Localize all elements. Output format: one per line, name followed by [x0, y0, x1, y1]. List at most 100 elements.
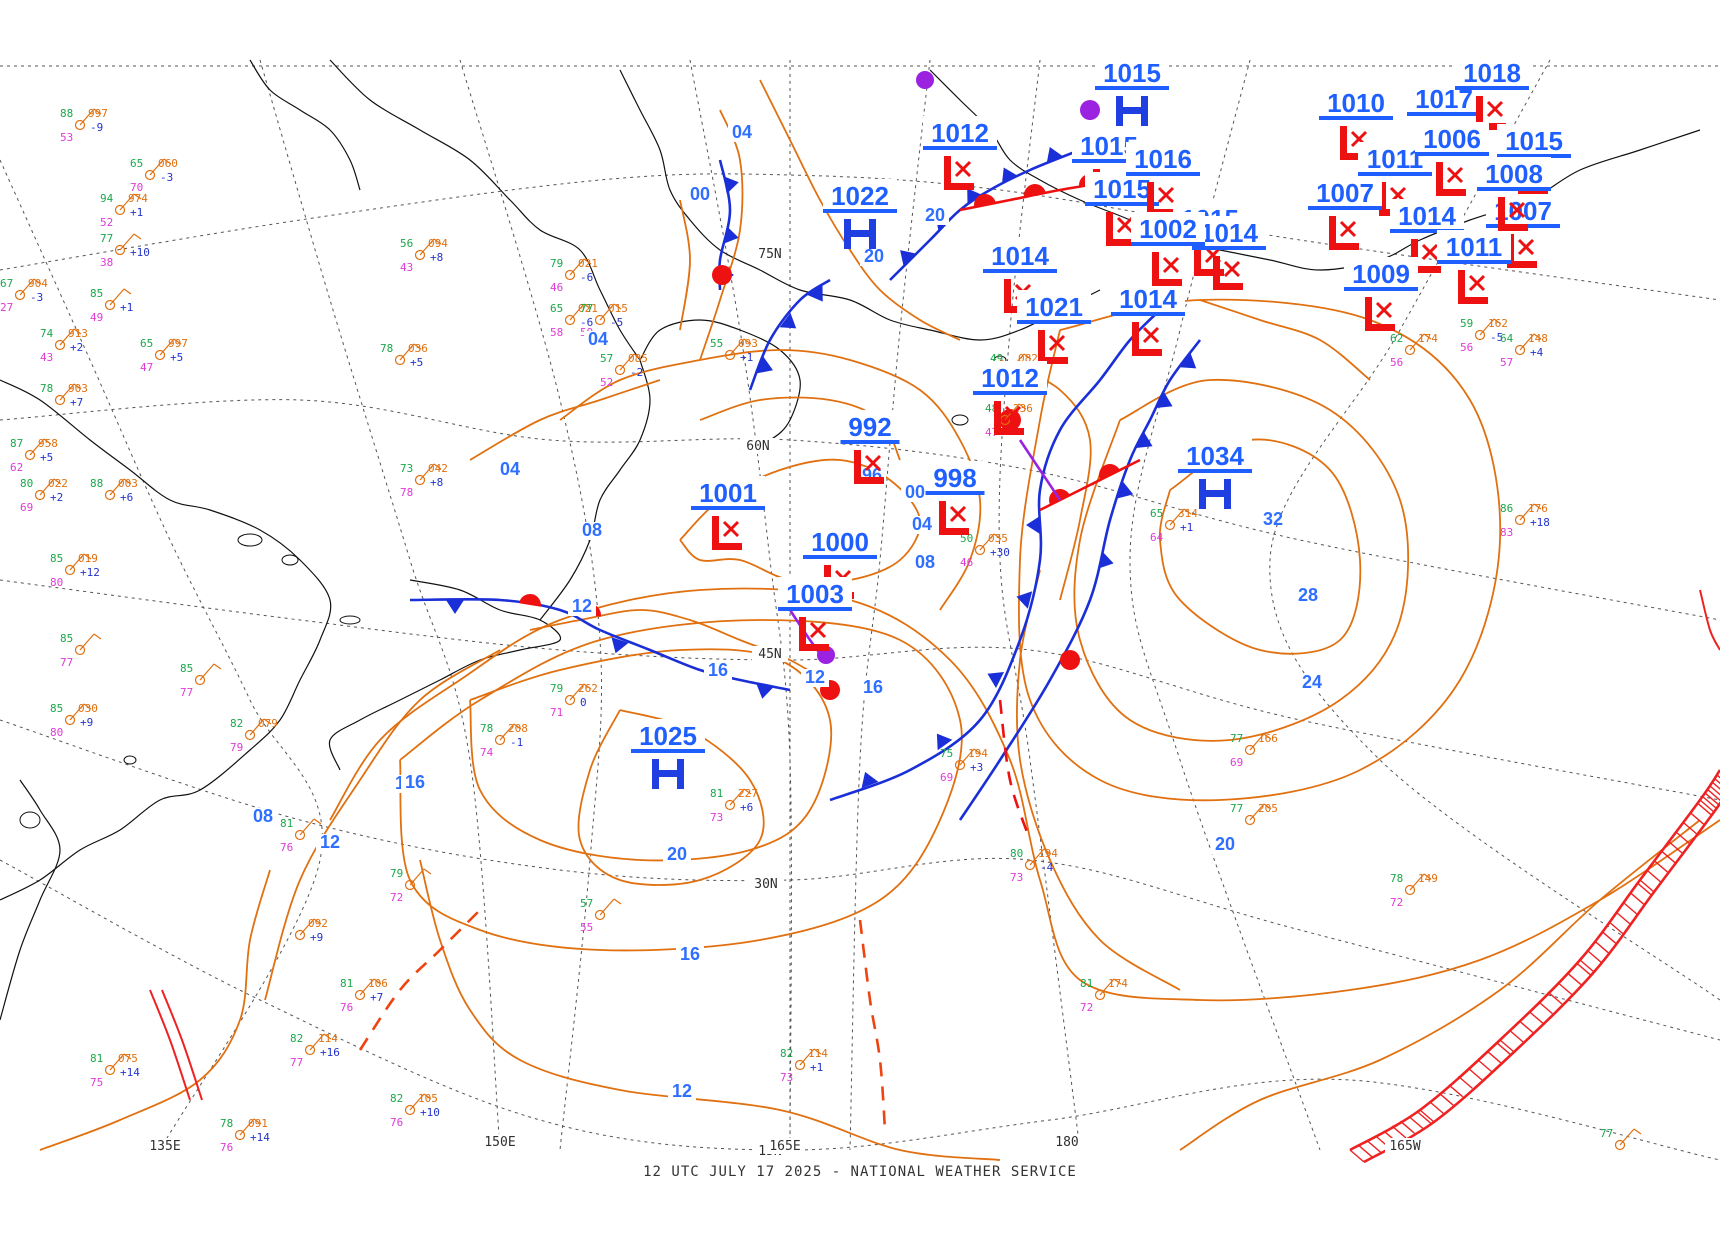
grid-label-bg [740, 438, 776, 454]
station-temperature: 79 [390, 867, 403, 880]
low-pressure-center: 1012 [923, 116, 997, 190]
itcz-line [1349, 769, 1720, 1152]
station-pressure-change: -6 [580, 271, 593, 284]
station-plot: 82 79 079 [230, 717, 278, 754]
l-stroke [1507, 261, 1537, 268]
wind-barb [359, 978, 375, 996]
wind-barb [499, 723, 515, 741]
center-pressure-value: 1014 [1200, 218, 1258, 248]
wind-barb [729, 788, 745, 806]
station-circle [154, 349, 166, 361]
grid-label-bg [145, 1138, 185, 1154]
center-pressure-value: 998 [933, 463, 976, 493]
station-plot: 73 78 042+8 [400, 462, 448, 499]
cold-front-line [958, 339, 1202, 821]
itcz-hatch [1467, 1067, 1483, 1081]
station-temperature: 81 [1080, 977, 1093, 990]
low-symbol [1213, 256, 1243, 290]
itcz-hatch [1689, 812, 1705, 826]
l-stroke [712, 543, 742, 550]
isobar-line [679, 458, 922, 584]
cold-front-triangle [1135, 431, 1153, 449]
wind-barb-feather [993, 533, 1002, 540]
l-stroke [1411, 266, 1441, 273]
l-stroke [1329, 216, 1336, 250]
station-pressure-change: +2 [50, 491, 63, 504]
station-pressure: 036 [408, 342, 428, 355]
center-pressure-value: 1007 [1316, 178, 1374, 208]
l-stroke [1106, 239, 1136, 246]
center-pressure-value: 1021 [1025, 292, 1083, 322]
isobars [39, 79, 1720, 1161]
l-stroke [1147, 182, 1154, 216]
center-pressure-value: 992 [848, 412, 891, 442]
low-pressure-center: 1011 [1358, 142, 1432, 216]
wind-barb-feather [583, 303, 592, 310]
isobar-label-bg [401, 774, 429, 792]
isobar-label: 04 [912, 514, 932, 534]
isobar-label-bg [663, 846, 691, 864]
center-label-bg [840, 410, 900, 442]
station-temperature: 86 [1500, 502, 1513, 515]
isobar-line [559, 349, 982, 611]
low-x-mark [949, 505, 967, 523]
low-x-mark [954, 160, 972, 178]
station-temperature: 80 [1010, 847, 1023, 860]
center-underline [1344, 287, 1418, 291]
itcz-hatch [1496, 1042, 1512, 1056]
center-underline [840, 440, 900, 444]
warm-front-bump [1099, 464, 1120, 480]
l-stroke [1132, 349, 1162, 356]
wind-barb [39, 478, 55, 496]
meridian-line [0, 159, 323, 1151]
l-stroke [1436, 162, 1443, 196]
low-x-mark [1486, 100, 1504, 118]
station-dewpoint: 79 [230, 741, 243, 754]
coastlines [0, 59, 1701, 1021]
l-stroke [1106, 212, 1113, 246]
station-dewpoint: 72 [1390, 896, 1403, 909]
wind-barb [1249, 803, 1265, 821]
center-underline [1192, 246, 1266, 250]
parallel-line [0, 173, 1720, 301]
center-underline [803, 555, 877, 559]
station-pressure: 093 [738, 337, 758, 350]
wind-barb [109, 1053, 125, 1071]
station-circle [794, 1059, 806, 1071]
station-pressure-change: +1 [130, 206, 143, 219]
wind-barb-feather [43, 438, 52, 445]
center-label-bg [631, 719, 705, 751]
latitude-label: 60N [746, 439, 769, 454]
center-underline [1017, 320, 1091, 324]
center-underline [1111, 312, 1185, 316]
station-plot: 81 76 106+7 [340, 977, 388, 1014]
station-pressure: 042 [428, 462, 448, 475]
l-stroke [1340, 153, 1370, 160]
itcz-hatch [1593, 940, 1609, 954]
station-circle [104, 1064, 116, 1076]
station-pressure: 021 [578, 302, 598, 315]
trough-double-line [149, 989, 191, 1101]
isobar-line [679, 199, 691, 331]
station-pressure: 019 [78, 552, 98, 565]
low-symbol [1329, 216, 1359, 250]
low-pressure-center: 1003 [778, 577, 852, 651]
station-dewpoint: 62 [10, 461, 23, 474]
low-x-mark [1116, 216, 1134, 234]
island-outline [281, 554, 299, 566]
isobar-label: 20 [864, 246, 884, 266]
wind-barb-feather [423, 868, 432, 875]
station-circle [594, 909, 606, 921]
station-dewpoint: 80 [50, 726, 63, 739]
occluded-front-marker [1080, 100, 1100, 120]
center-pressure-value: 1011 [1446, 232, 1502, 262]
center-label-bg [1455, 56, 1529, 88]
station-dewpoint: 77 [290, 1056, 303, 1069]
station-plot: 55 093+1 [710, 337, 758, 364]
station-pressure: 021 [578, 257, 598, 270]
l-stroke [799, 617, 806, 651]
wind-barb [159, 338, 175, 356]
low-symbol [1476, 96, 1506, 130]
itcz-hatch [1499, 1039, 1515, 1053]
low-x-mark [1508, 201, 1526, 219]
